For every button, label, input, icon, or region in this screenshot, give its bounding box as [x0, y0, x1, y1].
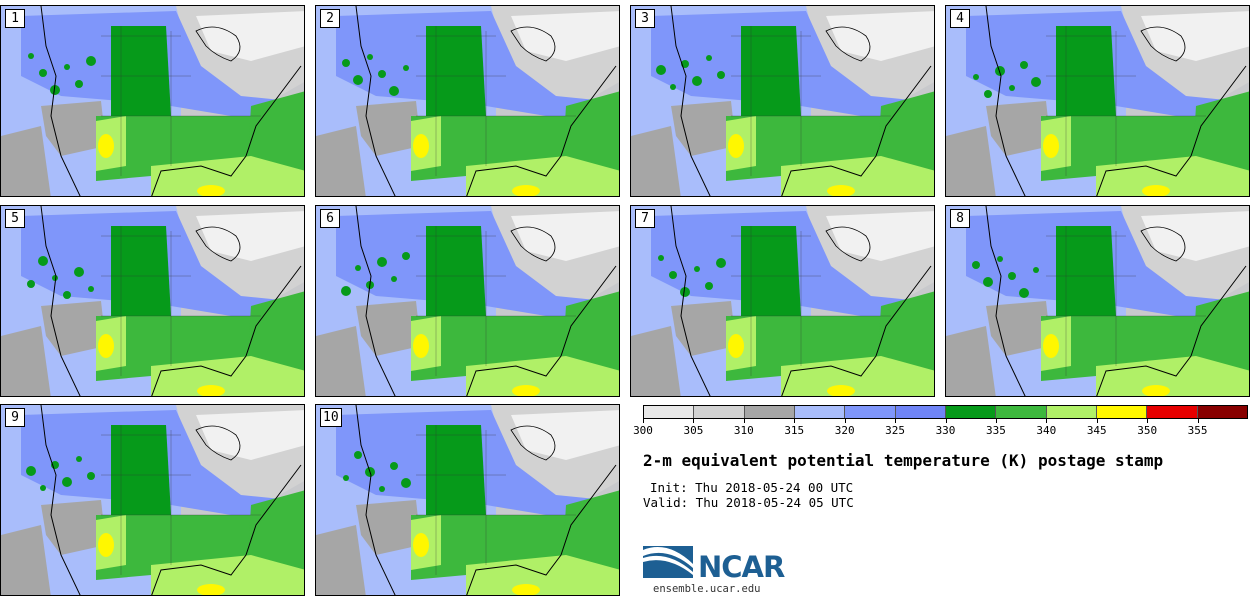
colorbar — [643, 405, 1248, 419]
colorbar-segment — [644, 406, 695, 418]
colorbar-segment — [1046, 406, 1097, 418]
stamp-panel-10[interactable]: 10 — [315, 404, 620, 596]
forecast-map — [1, 206, 304, 396]
stamp-panel-8[interactable]: 8 — [945, 205, 1250, 397]
ncar-brand: NCAR — [698, 550, 785, 584]
colorbar-tick-label: 315 — [784, 424, 805, 437]
forecast-map — [1, 405, 304, 595]
stamp-number: 2 — [320, 9, 340, 28]
stamp-number: 1 — [5, 9, 25, 28]
colorbar-tick-mark — [995, 419, 997, 423]
stamp-panel-6[interactable]: 6 — [315, 205, 620, 397]
colorbar-tick-mark — [1046, 419, 1048, 423]
colorbar-tick-mark — [1197, 419, 1199, 423]
colorbar-tick-mark — [743, 419, 745, 423]
colorbar-segment — [694, 406, 745, 418]
colorbar-tick-label: 330 — [935, 424, 956, 437]
stamp-panel-7[interactable]: 7 — [630, 205, 935, 397]
stamp-number: 7 — [635, 209, 655, 228]
forecast-map — [631, 6, 934, 196]
colorbar-tick-label: 350 — [1137, 424, 1158, 437]
colorbar-segment — [1096, 406, 1148, 418]
colorbar-tick-label: 335 — [985, 424, 1006, 437]
colorbar-tick-mark — [643, 419, 644, 423]
colorbar-tick-label: 320 — [834, 424, 855, 437]
colorbar-tick-mark — [693, 419, 695, 423]
colorbar-tick-mark — [844, 419, 846, 423]
colorbar-tick-mark — [1147, 419, 1149, 423]
stamp-number: 3 — [635, 9, 655, 28]
colorbar-tick-label: 345 — [1086, 424, 1107, 437]
colorbar-tick-label: 310 — [733, 424, 754, 437]
forecast-map — [631, 206, 934, 396]
forecast-map — [946, 6, 1249, 196]
stamp-panel-2[interactable]: 2 — [315, 5, 620, 197]
init-time: Init: Thu 2018-05-24 00 UTC — [650, 480, 854, 495]
stamp-number: 8 — [950, 209, 970, 228]
colorbar-tick-mark — [895, 419, 897, 423]
forecast-map — [316, 405, 619, 595]
colorbar-segment — [1197, 406, 1247, 418]
colorbar-tick-mark — [1096, 419, 1098, 423]
ensemble-url[interactable]: ensemble.ucar.edu — [653, 583, 761, 595]
stamp-number: 9 — [5, 408, 25, 427]
colorbar-tick-label: 305 — [683, 424, 704, 437]
stamp-panel-3[interactable]: 3 — [630, 5, 935, 197]
valid-time: Valid: Thu 2018-05-24 05 UTC — [643, 495, 854, 510]
colorbar-segment — [996, 406, 1047, 418]
stamp-number: 10 — [320, 408, 342, 427]
colorbar-tick-label: 300 — [633, 424, 653, 437]
forecast-map — [316, 6, 619, 196]
colorbar-segment — [794, 406, 846, 418]
colorbar-segment — [744, 406, 795, 418]
colorbar-tick-mark — [945, 419, 947, 423]
colorbar-segment — [945, 406, 997, 418]
colorbar-segment — [895, 406, 946, 418]
stamp-number: 6 — [320, 209, 340, 228]
forecast-map — [946, 206, 1249, 396]
stamp-panel-5[interactable]: 5 — [0, 205, 305, 397]
stamp-panel-1[interactable]: 1 — [0, 5, 305, 197]
colorbar-tick-label: 340 — [1036, 424, 1057, 437]
colorbar-segment — [1147, 406, 1198, 418]
colorbar-tick-mark — [794, 419, 796, 423]
colorbar-tick-label: 325 — [885, 424, 906, 437]
plot-title: 2-m equivalent potential temperature (K)… — [643, 451, 1164, 470]
stamp-panel-4[interactable]: 4 — [945, 5, 1250, 197]
forecast-map — [316, 206, 619, 396]
stamp-number: 4 — [950, 9, 970, 28]
colorbar-tick-label: 355 — [1187, 424, 1208, 437]
colorbar-segment — [845, 406, 896, 418]
ncar-logo-icon — [643, 546, 693, 578]
stamp-panel-9[interactable]: 9 — [0, 404, 305, 596]
stamp-number: 5 — [5, 209, 25, 228]
forecast-map — [1, 6, 304, 196]
